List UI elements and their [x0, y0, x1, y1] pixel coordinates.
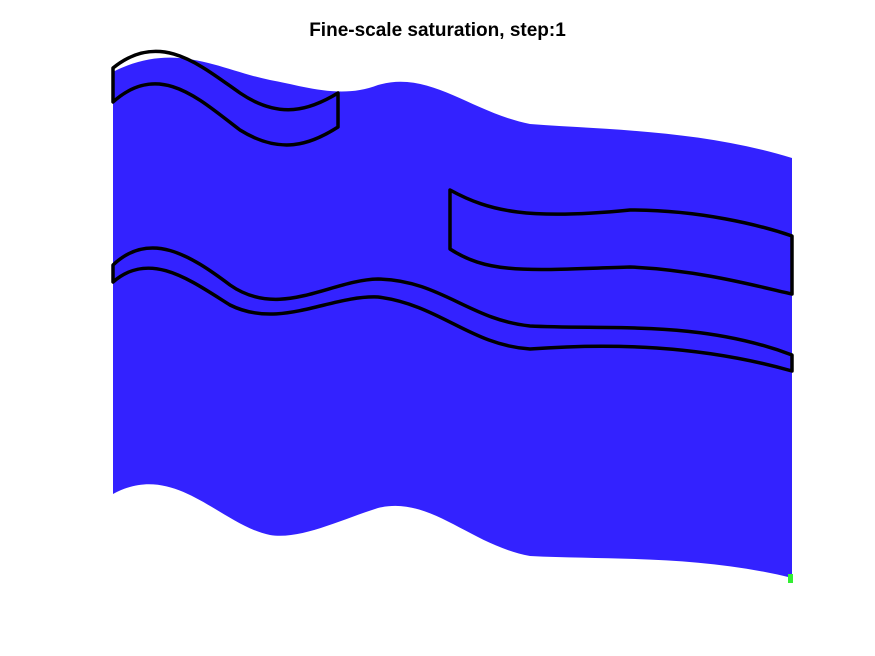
saturated-domain	[113, 57, 792, 579]
plot-title: Fine-scale saturation, step:1	[309, 20, 566, 41]
barrier-top-left	[111, 49, 340, 147]
barrier-middle	[111, 246, 794, 373]
injector-marker	[788, 574, 793, 583]
barrier-right	[448, 188, 794, 296]
